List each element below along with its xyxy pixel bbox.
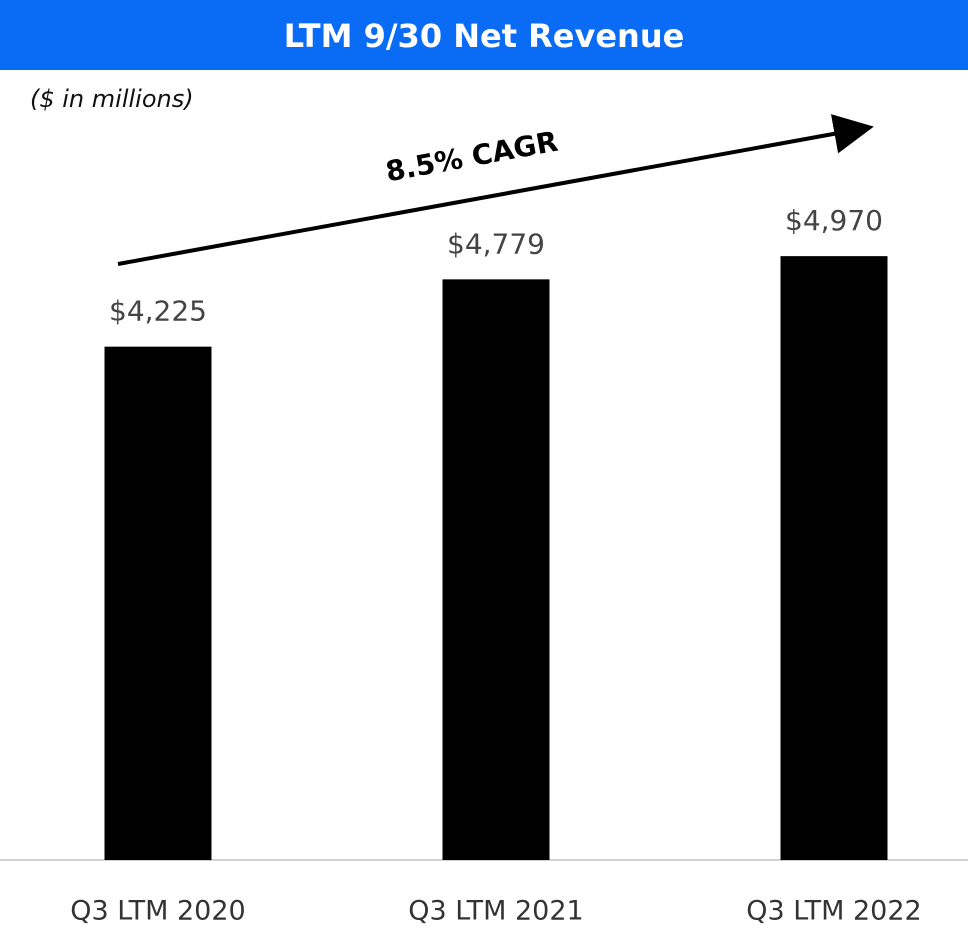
value-label: $4,779 [447, 227, 545, 260]
value-label: $4,970 [785, 204, 883, 237]
title-banner [0, 0, 968, 70]
chart-title: LTM 9/30 Net Revenue [284, 17, 685, 55]
chart-subtitle: ($ in millions) [30, 85, 194, 113]
annotation: 8.5% CAGR [383, 125, 560, 189]
value-label: $4,225 [109, 295, 207, 328]
bar [780, 256, 888, 860]
bar [104, 346, 212, 861]
x-tick-label: Q3 LTM 2020 [70, 896, 245, 927]
cagr-arrow [117, 114, 874, 266]
x-tick-label: Q3 LTM 2021 [408, 896, 583, 927]
bar [442, 279, 550, 860]
x-tick-label: Q3 LTM 2022 [746, 896, 921, 927]
